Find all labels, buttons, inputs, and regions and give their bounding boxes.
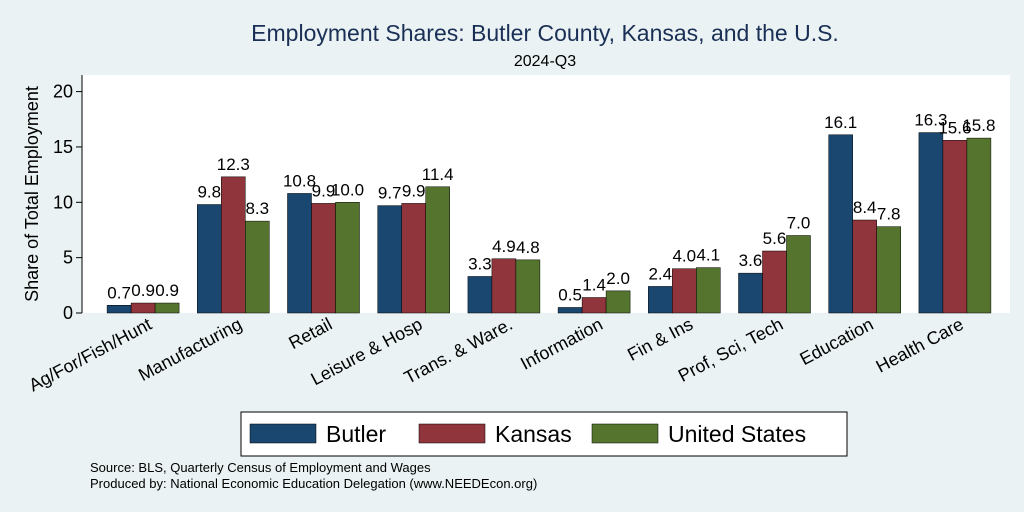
value-label: 3.6 [739,251,763,270]
value-label: 16.1 [824,113,857,132]
bar-kansas [401,203,426,314]
bar-kansas [762,250,787,314]
value-label: 4.8 [516,238,540,257]
value-label: 16.3 [914,111,947,130]
bar-butler [557,307,583,314]
value-label: 5.6 [763,229,787,248]
category-label: Education [796,314,876,369]
bar-butler [467,276,493,314]
bar-butler [287,193,312,314]
value-label: 0.7 [107,283,131,302]
bar-butler [106,305,132,314]
y-axis-label: Share of Total Employment [22,86,42,302]
value-label: 15.8 [962,116,995,135]
value-label: 10.0 [331,180,364,199]
bar-united-states [515,259,541,314]
value-label: 0.9 [155,281,179,300]
legend: Butler Kansas United States [249,421,806,447]
bar-united-states [605,290,631,314]
value-label: 4.9 [492,237,516,256]
bar-kansas [130,302,156,314]
legend-swatch [249,423,317,444]
category-label: Ag/For/Fish/Hunt [25,314,155,396]
value-label: 2.4 [648,264,672,283]
bar-united-states [786,235,811,314]
bar-united-states [425,186,450,314]
value-label: 3.3 [468,254,492,273]
chart-subtitle: 2024-Q3 [514,53,576,70]
bar-butler [918,132,944,314]
bar-united-states [245,220,270,314]
bar-united-states [876,226,901,314]
y-tick-label: 10 [53,192,73,212]
y-tick-label: 20 [53,82,73,102]
value-label: 1.4 [582,276,606,295]
legend-swatch [418,423,486,444]
value-labels: 0.7 0.9 0.99.812.38.310.89.910.0 9.7 9.911.4… [107,111,995,305]
bar-butler [828,134,853,314]
value-label: 7.0 [787,214,811,233]
value-label: 9.9 [402,181,426,200]
bar-united-states [154,302,180,314]
value-label: 0.9 [131,281,155,300]
bar-united-states [335,202,360,314]
category-label: Information [517,314,606,374]
value-label: 4.1 [696,246,720,265]
bar-kansas [852,219,877,314]
value-label: 8.4 [853,198,877,217]
category-label: Manufacturing [135,314,245,385]
bar-butler [738,272,763,314]
value-label: 11.4 [422,165,454,184]
value-label: 2.0 [606,269,630,288]
legend-label: Butler [326,421,386,447]
legend-swatch [591,423,659,444]
bar-kansas [942,140,968,314]
value-label: 9.9 [312,181,336,200]
value-label: 8.3 [245,199,269,218]
bar-butler [197,204,222,314]
source-note: Source: BLS, Quarterly Census of Employm… [90,460,431,475]
value-label: 12.3 [217,155,250,174]
bar-united-states [696,267,721,314]
bar-kansas [491,258,517,314]
value-label: 9.7 [378,184,402,203]
value-label: 4.0 [672,247,696,266]
legend-box [240,411,848,457]
bar-kansas [311,203,336,314]
bar-united-states [966,137,992,314]
value-label: 9.8 [197,183,221,202]
category-label: Health Care [873,314,967,377]
chart-title: Employment Shares: Butler County, Kansas… [251,20,839,46]
bar-butler [377,205,402,314]
bar-kansas [672,268,697,314]
y-tick-label: 5 [63,248,73,268]
category-label: Fin & Ins [624,314,696,365]
value-label: 0.5 [558,285,582,304]
produced-by-note: Produced by: National Economic Education… [90,476,537,491]
category-label: Retail [285,314,335,353]
value-label: 15.6 [938,118,971,137]
bar-kansas [581,297,607,314]
y-tick-label: 0 [63,303,73,323]
value-label: 7.8 [877,205,901,224]
bar-butler [648,286,673,314]
y-tick-label: 15 [53,137,73,157]
legend-label: Kansas [495,421,572,447]
legend-label: United States [668,421,806,447]
value-label: 10.8 [283,171,316,190]
y-axis: 0 5 10 15 20 [53,75,83,323]
bar-series [106,132,992,314]
bar-kansas [221,176,246,314]
